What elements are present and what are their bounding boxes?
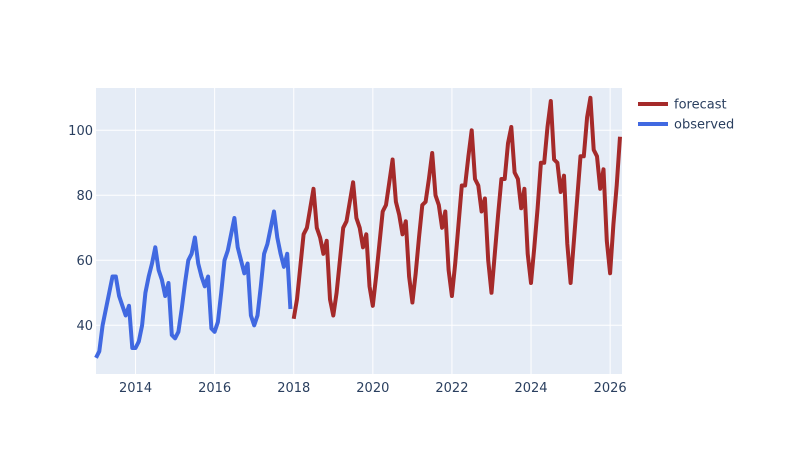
legend-label-forecast: forecast	[674, 98, 727, 113]
x-axis-tick-labels: 2014 2016 2018 2020 2022 2024 2026	[119, 381, 627, 396]
y-tick-label: 100	[68, 124, 93, 139]
series-line-forecast	[291, 95, 622, 320]
x-tick-label: 2026	[594, 381, 627, 396]
y-tick-label: 60	[76, 254, 93, 269]
series-line-observed	[94, 209, 293, 359]
x-tick-label: 2022	[435, 381, 468, 396]
series-lines	[94, 95, 622, 359]
x-tick-label: 2016	[198, 381, 231, 396]
x-tick-label: 2020	[356, 381, 389, 396]
x-tick-label: 2018	[277, 381, 310, 396]
y-axis-tick-labels: 40 60 80 100	[68, 124, 93, 334]
x-gridlines	[135, 88, 611, 374]
legend-label-observed: observed	[674, 118, 734, 133]
y-tick-label: 80	[76, 189, 93, 204]
x-tick-label: 2014	[119, 381, 152, 396]
x-tick-label: 2024	[514, 381, 547, 396]
legend-item-forecast[interactable]: forecast	[638, 98, 727, 113]
y-tick-label: 40	[76, 319, 93, 334]
legend[interactable]: forecast observed	[638, 98, 734, 133]
legend-item-observed[interactable]: observed	[638, 118, 734, 133]
